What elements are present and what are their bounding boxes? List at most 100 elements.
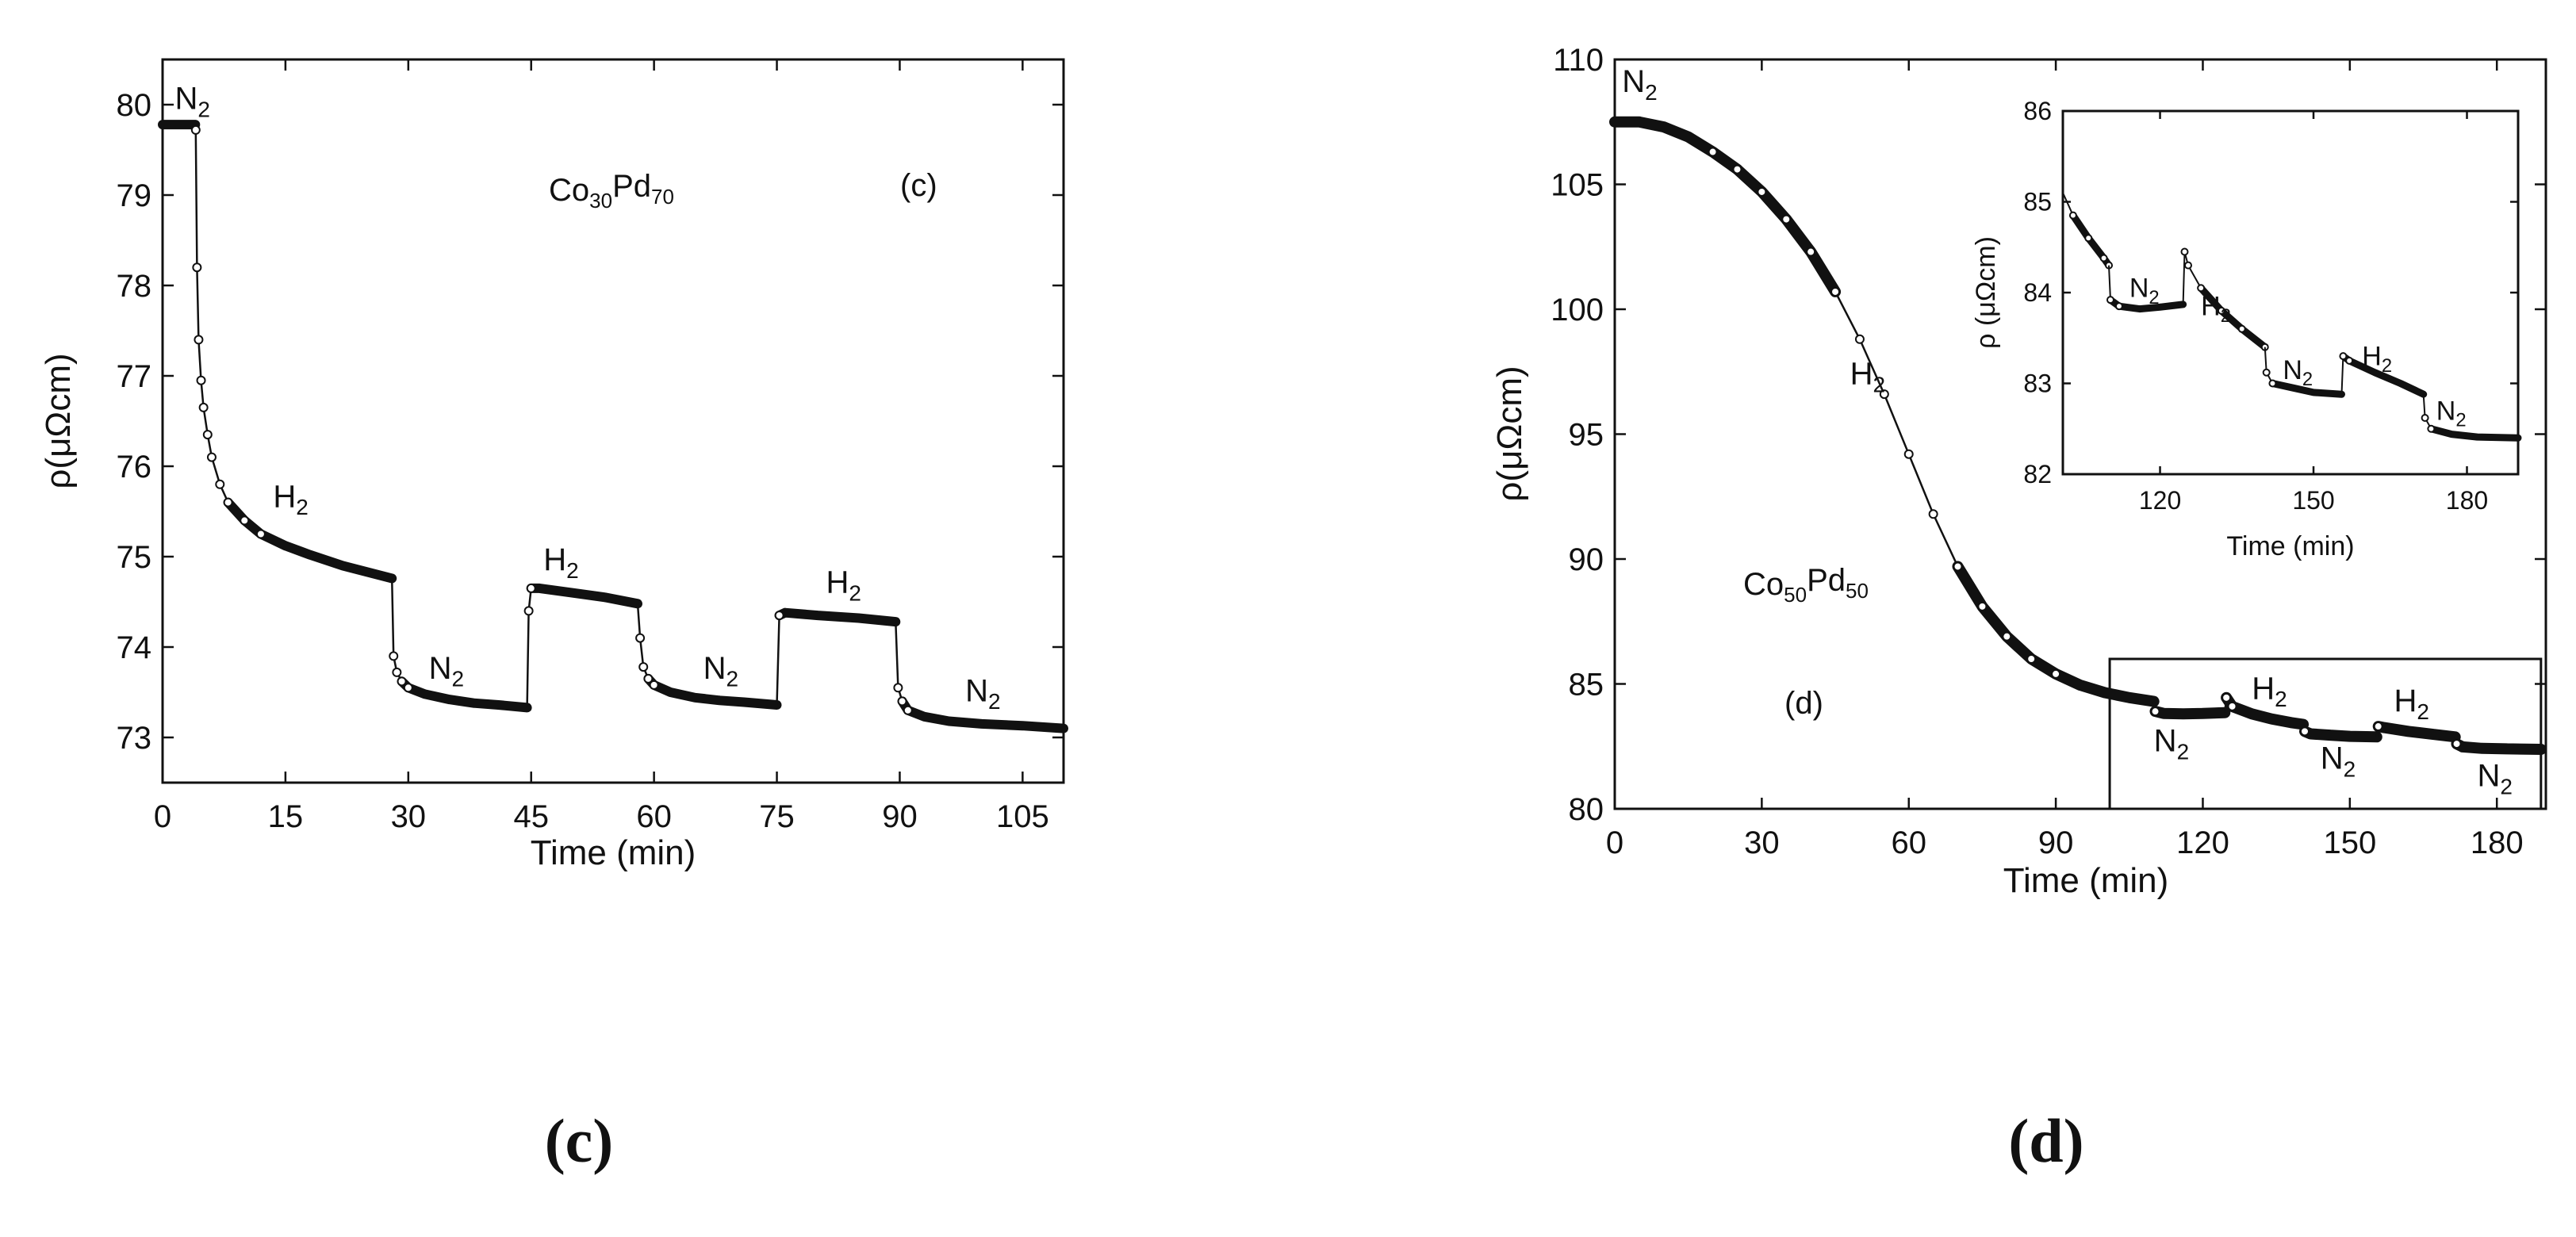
- x-tick-label: 105: [996, 799, 1049, 834]
- gas-label-N2: N2: [2436, 396, 2467, 431]
- y-tick-label: 85: [2023, 188, 2052, 216]
- in-plot-label-c: (c): [900, 168, 937, 203]
- x-tick-label: 30: [391, 799, 427, 834]
- x-tick-label: 150: [2292, 486, 2334, 515]
- sample-label-c: Co30Pd70: [549, 169, 674, 213]
- gas-label-N2: N2: [2283, 355, 2313, 390]
- x-tick-label: 75: [759, 799, 795, 834]
- data-point: [2427, 424, 2436, 433]
- y-tick-label: 77: [117, 359, 152, 394]
- y-axis-title-d: ρ(μΩcm): [1490, 366, 1529, 501]
- data-point: [2262, 368, 2271, 377]
- data-point: [2180, 247, 2189, 256]
- annotations-c: N2 H2 N2 H2 N2 H2 N2: [174, 82, 1000, 714]
- series-band-0: [158, 120, 397, 584]
- data-point: [2150, 707, 2160, 717]
- gas-label-N2: N2: [429, 651, 464, 691]
- data-point: [1977, 601, 1988, 611]
- series-band-3: [2299, 726, 2382, 743]
- x-tick-label: 0: [154, 799, 171, 834]
- series-line-2: [526, 587, 638, 708]
- plot-frame-c: [161, 58, 1065, 784]
- data-point: [196, 375, 206, 385]
- inset-annotations: N2 H2 N2 H2 N2: [2129, 274, 2467, 431]
- data-point: [192, 262, 202, 273]
- series-band-1: [397, 676, 532, 713]
- y-tick-label: 76: [117, 450, 152, 484]
- data-point: [2451, 739, 2462, 749]
- data-point: [897, 696, 907, 707]
- y-tick-label: 74: [117, 630, 152, 665]
- x-tick-label: 180: [2446, 486, 2488, 515]
- data-point: [255, 529, 266, 539]
- inset-chart: 120 150 180 82 83 84 85 86 N2 H2 N2 H2 N2 Time (mi…: [1971, 97, 2522, 561]
- y-tick-label: 90: [1569, 542, 1604, 577]
- data-point: [523, 606, 534, 616]
- gas-label-H2: H2: [2362, 342, 2392, 377]
- y-tick-label: 82: [2023, 460, 2052, 488]
- data-point: [2051, 668, 2061, 679]
- y-tick-label: 78: [117, 269, 152, 304]
- series-band-1: [2149, 706, 2231, 720]
- series-group-c: [158, 120, 1068, 733]
- data-point: [638, 662, 649, 672]
- data-point: [1830, 286, 1841, 297]
- data-point: [2099, 254, 2108, 262]
- y-axis-d: 80 85 90 95 100 105 110: [1551, 43, 2546, 827]
- gas-label-H2: H2: [543, 542, 578, 583]
- data-point: [2084, 234, 2093, 243]
- inset-x-axis-title: Time (min): [2226, 531, 2354, 561]
- data-point: [194, 335, 204, 345]
- data-point: [649, 680, 659, 690]
- y-tick-label: 83: [2023, 370, 2052, 398]
- x-tick-label: 90: [882, 799, 918, 834]
- gas-label-N2: N2: [1622, 64, 1657, 105]
- data-point: [240, 515, 250, 526]
- data-point: [1903, 449, 1914, 459]
- data-point: [2114, 302, 2123, 311]
- y-tick-label: 85: [1569, 668, 1604, 703]
- data-point: [2373, 722, 2383, 732]
- gas-label-H2: H2: [273, 479, 308, 519]
- data-point: [1781, 214, 1792, 224]
- x-tick-label: 15: [268, 799, 304, 834]
- series-band-2: [2221, 691, 2310, 730]
- series-band-4: [774, 607, 901, 627]
- data-point: [215, 479, 225, 489]
- inset-series-group: [2062, 192, 2522, 442]
- data-point: [2268, 379, 2277, 388]
- data-point: [774, 611, 784, 621]
- gas-label-H2: H2: [2394, 684, 2428, 724]
- panel-label-d: (d): [2008, 1106, 2083, 1175]
- inset-x-axis: 120 150 180: [2139, 111, 2488, 515]
- data-point: [1953, 561, 1963, 572]
- in-plot-label-d: (d): [1784, 686, 1823, 721]
- data-point: [2339, 352, 2348, 361]
- data-point: [2026, 654, 2037, 664]
- x-axis-d: 0 30 60 90 120 150 180: [1606, 59, 2524, 860]
- data-point: [2002, 631, 2012, 641]
- data-point: [643, 673, 654, 684]
- gas-label-N2: N2: [703, 651, 738, 691]
- data-point: [1879, 389, 1889, 400]
- y-tick-label: 75: [117, 540, 152, 575]
- x-tick-label: 180: [2471, 825, 2524, 860]
- data-point: [389, 651, 399, 661]
- y-axis-title-c: ρ(μΩcm): [39, 353, 78, 488]
- x-tick-label: 150: [2323, 825, 2376, 860]
- inset-frame: [2061, 109, 2520, 476]
- series-band-4: [2372, 721, 2461, 743]
- data-point: [1928, 509, 1938, 519]
- y-tick-label: 84: [2023, 278, 2052, 307]
- x-tick-label: 60: [636, 799, 672, 834]
- data-point: [392, 667, 402, 677]
- data-point: [2299, 726, 2310, 737]
- x-tick-label: 0: [1606, 825, 1623, 860]
- series-band-2: [2197, 284, 2269, 351]
- data-point: [893, 683, 903, 693]
- data-point: [2237, 324, 2246, 333]
- data-point: [2106, 296, 2114, 304]
- series-group-d: [1609, 116, 2547, 755]
- data-point: [1854, 334, 1865, 344]
